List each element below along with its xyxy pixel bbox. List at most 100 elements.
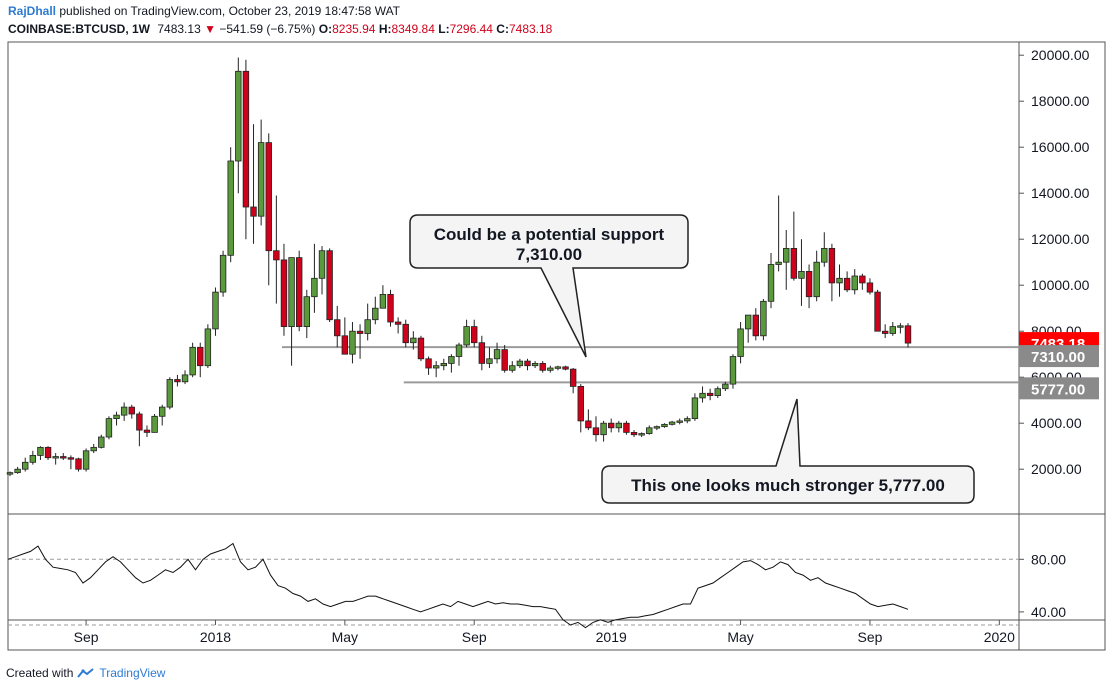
candle-body-up [889,326,896,334]
created-with-text: Created with [6,666,74,680]
candle-body-up [547,367,554,371]
candle-body-up [166,379,174,408]
candle-body-up [235,70,242,162]
candle [105,416,113,440]
candle [828,243,836,302]
candle [775,195,782,272]
candle [760,299,767,341]
candle [904,323,912,348]
candle [547,365,554,373]
candle [455,342,463,366]
author-name[interactable]: RajDhall [8,4,57,18]
candle-body-up [120,406,128,416]
candle-body-up [455,344,463,357]
open-value: 8235.94 [332,22,376,36]
candle [722,381,729,391]
y-tick-label: 20000.00 [1031,47,1090,63]
candle-body-down [706,392,714,396]
candle [75,457,82,472]
candle [493,342,501,364]
candle [60,453,67,460]
candle-body-down [630,431,638,436]
candle [273,195,280,304]
high-value: 8349.84 [391,22,435,36]
ohlc-legend: COINBASE:BTCUSD, 1W 7483.13 ▼ −541.59 (−… [8,22,552,36]
candle-body-up [722,383,729,390]
candle [684,416,691,424]
candle [790,211,798,281]
candle-body-up [151,415,158,433]
candle [615,420,623,433]
candle [516,358,524,368]
candle-body-up [159,406,166,417]
candle [592,416,600,442]
published-text: published on TradingView.com, October 23… [59,4,401,18]
candle-body-up [821,247,828,263]
candle [242,59,250,240]
close-value: 7483.18 [508,22,553,36]
candle [851,269,858,295]
candle [410,331,417,350]
candle-body-down [608,422,615,429]
candle [569,368,577,394]
candle [623,420,630,435]
callout-stronger-support-text: This one looks much stronger 5,777.00 [631,476,945,495]
y-tick-label: 4000.00 [1031,415,1082,431]
candle-body-up [668,421,676,425]
candle [364,303,371,341]
down-arrow-icon: ▼ [204,22,216,36]
candle-body-up [22,461,29,470]
candle [372,296,379,325]
rsi-tick-label: 40.00 [1031,604,1066,620]
candle [608,418,615,433]
support-level-tag-label: 5777.00 [1031,381,1085,398]
candle [874,289,881,332]
candle-body-up [714,388,721,397]
candle-body-up [486,358,493,364]
candle-body-up [775,261,782,265]
candle [737,322,744,364]
candle [501,345,508,373]
candle-body-down [859,275,866,284]
candle-body-down [60,456,67,459]
candle [417,335,425,362]
candle-body-down [394,321,402,325]
candle-body-down [136,413,143,431]
x-tick-label: 2020 [984,629,1015,645]
candle-body-up [318,250,326,279]
candle [836,264,843,297]
candle-body-down [562,366,569,370]
callout-stronger-support [601,398,975,504]
candle [866,278,874,295]
candle-body-up [105,418,113,438]
candle-body-up [783,247,790,263]
candle-body-down [242,70,250,208]
candle-body-up [14,468,21,474]
candle-body-down [402,323,409,344]
candle-body-up [729,356,737,385]
chart-frame [7,41,1106,651]
candle-body-down [478,342,486,364]
callout-potential-support-line1: Could be a potential support [434,225,665,244]
candle [531,361,539,368]
candle-body-down [501,349,508,371]
candle-body-down [585,420,592,429]
candle [813,250,820,302]
candle [387,289,394,327]
candle [341,317,349,355]
x-tick-label: May [332,629,358,645]
close-label: C: [496,22,509,36]
candle [295,250,303,332]
x-tick-label: Sep [74,629,99,645]
tradingview-brand[interactable]: TradingView [99,666,166,680]
candle-body-up [509,365,516,371]
candle [303,289,310,339]
candle [159,404,166,426]
candle-body-up [744,314,752,330]
candle-body-down [197,346,204,367]
candle [265,133,272,286]
candle [630,430,638,437]
candle-body-down [143,429,151,433]
candle [463,319,470,348]
